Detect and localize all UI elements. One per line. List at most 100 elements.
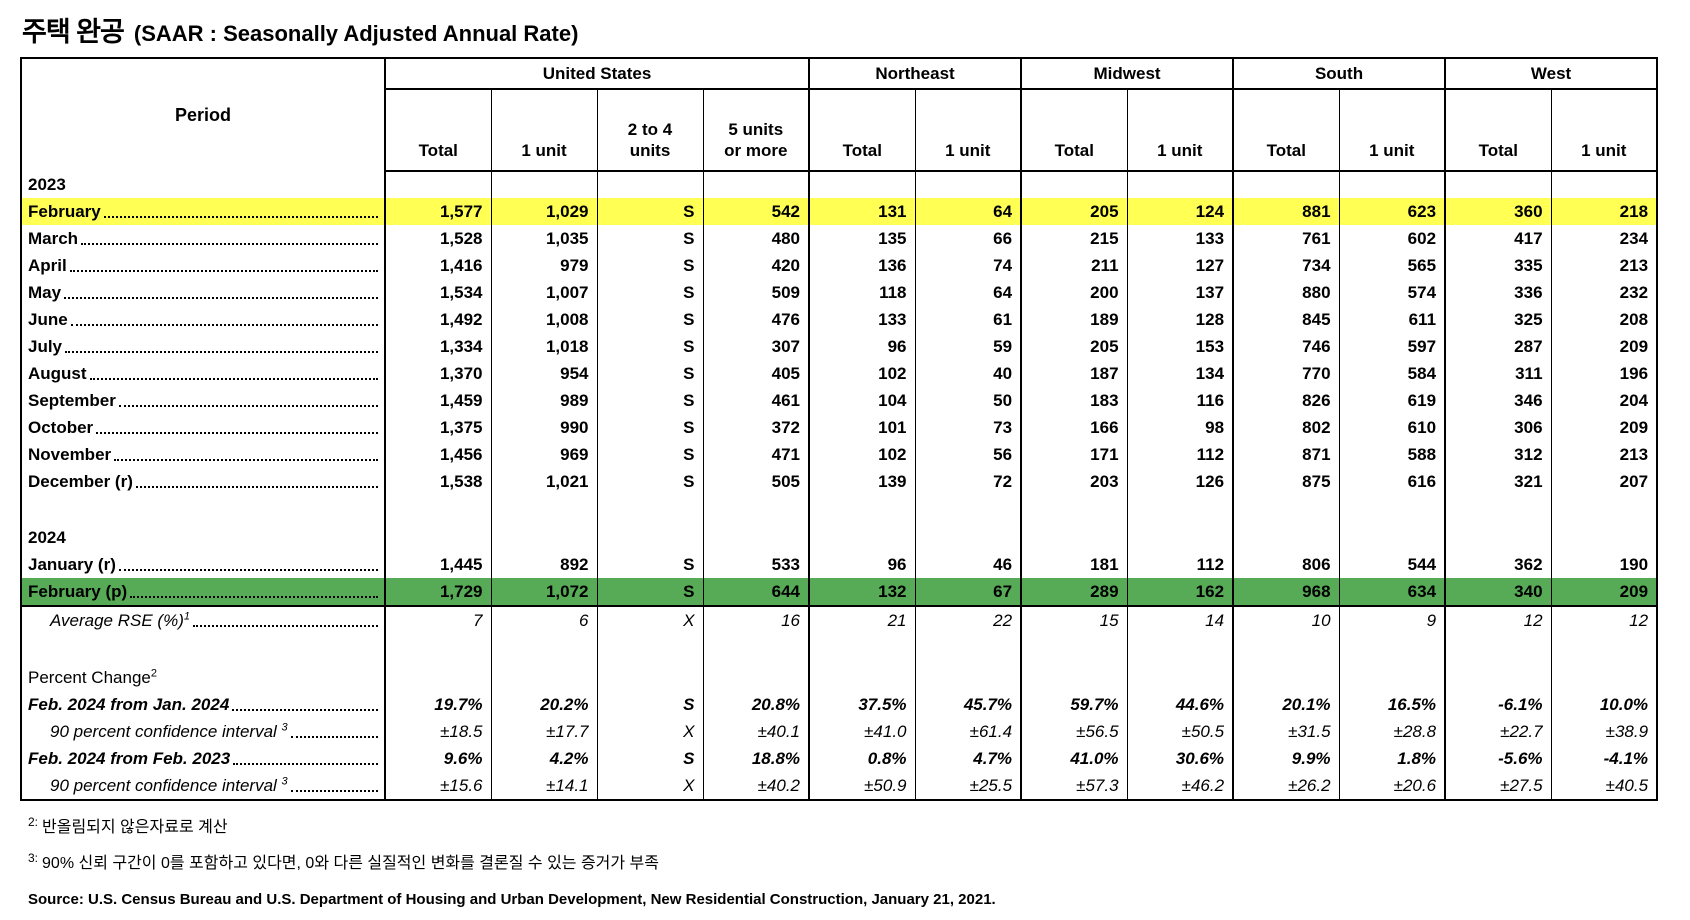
value-cell: 126 <box>1126 468 1234 495</box>
value-cell: 1,538 <box>384 468 491 495</box>
value-cell <box>914 664 1022 691</box>
table-row: January (r) 1,445 892 S 533 96 46 181 112 806 544 3… <box>21 551 1658 578</box>
value-cell: -6.1% <box>1444 691 1552 718</box>
value-cell: ±25.5 <box>914 772 1022 800</box>
dotted-leader <box>118 568 378 571</box>
footnote-3: 3: 90% 신뢰 구간이 0를 포함하고 있다면, 0와 다른 실질적인 변화를… <box>28 849 1690 873</box>
value-cell: 162 <box>1126 578 1234 607</box>
value-cell: 211 <box>1020 252 1128 279</box>
table-row: March 1,528 1,035 S 480 135 66 215 133 761 602 417 2… <box>21 225 1658 252</box>
value-cell: ±18.5 <box>384 718 491 745</box>
value-cell <box>1550 664 1658 691</box>
value-cell: 420 <box>702 252 810 279</box>
column-header: Total <box>384 89 491 172</box>
value-cell: 59.7% <box>1020 691 1128 718</box>
table-row: June 1,492 1,008 S 476 133 61 189 128 845 611 325 20… <box>21 306 1658 333</box>
value-cell: 372 <box>702 414 810 441</box>
value-cell: S <box>596 306 703 333</box>
value-cell: 196 <box>1550 360 1658 387</box>
value-cell: 132 <box>808 578 916 607</box>
value-cell: 644 <box>702 578 810 607</box>
value-cell: 1,007 <box>490 279 597 306</box>
value-cell: 102 <box>808 441 916 468</box>
value-cell: 136 <box>808 252 916 279</box>
value-cell: 471 <box>702 441 810 468</box>
value-cell: 806 <box>1232 551 1340 578</box>
dotted-leader <box>232 708 378 711</box>
value-cell: 64 <box>914 279 1022 306</box>
value-cell <box>384 525 491 551</box>
value-cell: 9 <box>1338 606 1446 634</box>
value-cell <box>490 525 597 551</box>
value-cell: 616 <box>1338 468 1446 495</box>
value-cell: 22 <box>914 606 1022 634</box>
value-cell: 96 <box>808 333 916 360</box>
source-line: Source: U.S. Census Bureau and U.S. Depa… <box>28 891 996 908</box>
value-cell: 4.2% <box>490 745 597 772</box>
value-cell <box>1232 495 1340 525</box>
value-cell: 30.6% <box>1126 745 1234 772</box>
value-cell: 10.0% <box>1550 691 1658 718</box>
value-cell: 133 <box>1126 225 1234 252</box>
value-cell: 1.8% <box>1338 745 1446 772</box>
value-cell: 1,416 <box>384 252 491 279</box>
value-cell: 1,008 <box>490 306 597 333</box>
value-cell: 968 <box>1232 578 1340 607</box>
value-cell: 112 <box>1126 441 1234 468</box>
value-cell: 6 <box>490 606 597 634</box>
group-header-midwest: Midwest <box>1020 58 1234 90</box>
value-cell <box>914 171 1022 198</box>
title-english: (SAAR : Seasonally Adjusted Annual Rate) <box>133 21 579 46</box>
value-cell <box>1126 171 1234 198</box>
value-cell: 50 <box>914 387 1022 414</box>
value-cell: 127 <box>1126 252 1234 279</box>
period-cell: January (r) <box>21 551 386 578</box>
value-cell: 124 <box>1126 198 1234 225</box>
table-row: May 1,534 1,007 S 509 118 64 200 137 880 574 336 232 <box>21 279 1658 306</box>
value-cell: 16 <box>702 606 810 634</box>
value-cell: 1,018 <box>490 333 597 360</box>
value-cell: 215 <box>1020 225 1128 252</box>
value-cell: 321 <box>1444 468 1552 495</box>
value-cell <box>1338 664 1446 691</box>
footnote-text: 90% 신뢰 구간이 0를 포함하고 있다면, 0와 다른 실질적인 변화를 결… <box>42 855 659 872</box>
dotted-leader <box>103 215 378 218</box>
value-cell: 476 <box>702 306 810 333</box>
group-header-west: West <box>1444 58 1658 90</box>
value-cell: 610 <box>1338 414 1446 441</box>
value-cell: 204 <box>1550 387 1658 414</box>
value-cell <box>1126 634 1234 664</box>
value-cell <box>596 634 703 664</box>
value-cell: 234 <box>1550 225 1658 252</box>
value-cell: 461 <box>702 387 810 414</box>
value-cell: 20.8% <box>702 691 810 718</box>
value-cell: ±40.5 <box>1550 772 1658 800</box>
value-cell: 208 <box>1550 306 1658 333</box>
value-cell <box>702 664 810 691</box>
column-header: Total <box>1444 89 1552 172</box>
value-cell <box>1126 495 1234 525</box>
value-cell: ±61.4 <box>914 718 1022 745</box>
value-cell <box>596 495 703 525</box>
value-cell: 203 <box>1020 468 1128 495</box>
value-cell: 9.9% <box>1232 745 1340 772</box>
value-cell: 979 <box>490 252 597 279</box>
value-cell: 166 <box>1020 414 1128 441</box>
value-cell: 623 <box>1338 198 1446 225</box>
value-cell <box>1020 634 1128 664</box>
value-cell: 880 <box>1232 279 1340 306</box>
value-cell: 98 <box>1126 414 1234 441</box>
value-cell: S <box>596 468 703 495</box>
value-cell <box>384 634 491 664</box>
value-cell <box>808 171 916 198</box>
value-cell <box>808 525 916 551</box>
value-cell: 1,459 <box>384 387 491 414</box>
value-cell <box>1444 525 1552 551</box>
value-cell <box>808 664 916 691</box>
value-cell: 190 <box>1550 551 1658 578</box>
value-cell: 346 <box>1444 387 1552 414</box>
value-cell: 205 <box>1020 333 1128 360</box>
value-cell: 44.6% <box>1126 691 1234 718</box>
value-cell: 61 <box>914 306 1022 333</box>
value-cell: S <box>596 360 703 387</box>
